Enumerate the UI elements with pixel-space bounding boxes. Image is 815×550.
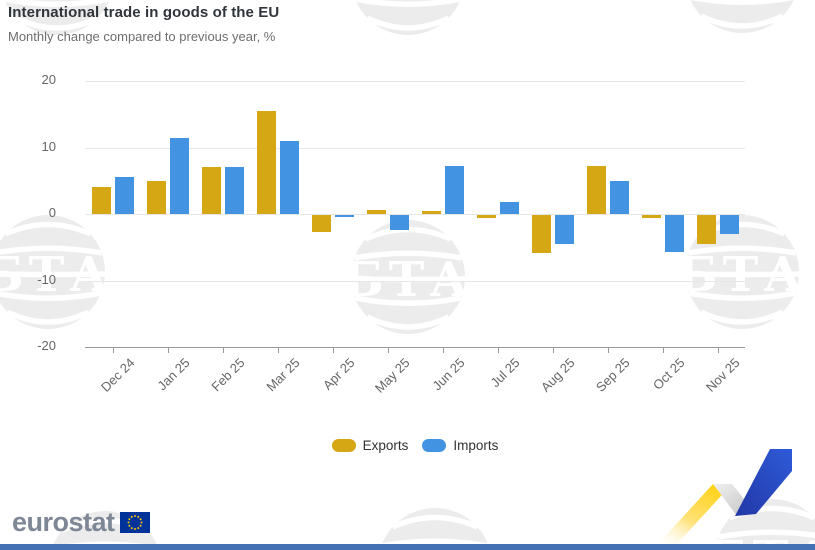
x-tick-mar-25 [277, 348, 279, 353]
bta-watermark-text: БТА [0, 247, 113, 303]
bar-exports-jul-25 [476, 215, 496, 218]
arrow-blue-segment [735, 449, 792, 516]
arrow-yellow-segment [658, 484, 732, 544]
x-tick-apr-25 [332, 348, 334, 353]
y-axis-label-10: 10 [41, 138, 56, 154]
x-axis-label-apr-25: Apr 25 [319, 355, 358, 393]
bta-watermark-globe: БТА [343, 0, 473, 35]
x-axis-label-nov-25: Nov 25 [702, 355, 743, 395]
x-axis-line [85, 347, 745, 348]
x-axis-label-oct-25: Oct 25 [649, 355, 688, 393]
bar-exports-jan-25 [146, 180, 166, 214]
chart-title: International trade in goods of the EU [8, 4, 280, 21]
bar-imports-may-25 [389, 215, 409, 231]
x-tick-jun-25 [442, 348, 444, 353]
gridline--10 [85, 280, 745, 282]
y-axis-label-20: 20 [41, 72, 56, 87]
bar-imports-dec-24 [114, 177, 134, 214]
x-axis-label-aug-25: Aug 25 [537, 355, 578, 395]
bta-watermark-text: БТА [0, 0, 122, 9]
bar-exports-mar-25 [256, 110, 276, 214]
x-axis-label-jun-25: Jun 25 [428, 355, 468, 394]
exports-swatch-icon [331, 439, 356, 452]
x-axis-label-mar-25: Mar 25 [262, 355, 303, 395]
x-tick-feb-25 [222, 348, 224, 353]
legend: Exports Imports [15, 438, 815, 453]
x-axis-label-sep-25: Sep 25 [592, 355, 633, 395]
y-axis-label--10: -10 [37, 271, 56, 287]
bta-watermark-text: БТА [343, 252, 473, 308]
bar-exports-nov-25 [696, 215, 716, 244]
trend-arrow-graphic [658, 449, 792, 544]
x-tick-aug-25 [552, 348, 554, 353]
bta-watermark-globe: БТА [677, 0, 807, 33]
bar-imports-jul-25 [499, 202, 519, 214]
bar-exports-may-25 [366, 210, 386, 214]
x-tick-jul-25 [497, 348, 499, 353]
legend-item-exports: Exports [331, 438, 409, 453]
bar-imports-apr-25 [334, 215, 354, 217]
bta-watermark-text: БТА [343, 0, 473, 9]
bta-watermark-globe: БТА [0, 215, 113, 329]
bar-imports-aug-25 [554, 215, 574, 244]
bar-imports-nov-25 [719, 215, 739, 234]
chart-subtitle: Monthly change compared to previous year… [8, 29, 276, 44]
x-tick-oct-25 [662, 348, 664, 353]
bta-watermark-text: БТА [677, 0, 807, 7]
bar-exports-feb-25 [201, 167, 221, 214]
bar-exports-dec-24 [91, 187, 111, 214]
bar-imports-mar-25 [279, 140, 299, 214]
imports-swatch-icon [422, 439, 447, 452]
x-axis-label-jan-25: Jan 25 [153, 355, 193, 394]
bar-exports-oct-25 [641, 215, 661, 219]
bar-exports-aug-25 [531, 215, 551, 253]
gridline-10 [85, 147, 745, 149]
exports-legend-label: Exports [362, 438, 409, 453]
x-axis-label-jul-25: Jul 25 [486, 355, 523, 391]
x-tick-may-25 [387, 348, 389, 353]
bar-imports-jun-25 [444, 166, 464, 214]
gridline-0 [85, 214, 745, 215]
x-axis-label-feb-25: Feb 25 [207, 355, 248, 395]
x-axis-label-dec-24: Dec 24 [97, 355, 138, 395]
bta-watermark-globe: БТА [343, 220, 473, 334]
bottom-blue-strip [0, 544, 815, 550]
eurostat-logo: eurostat [12, 509, 150, 536]
imports-legend-label: Imports [453, 438, 499, 453]
gridline-20 [85, 81, 745, 82]
bar-exports-sep-25 [586, 166, 606, 214]
eu-flag-icon [119, 512, 150, 533]
bar-imports-feb-25 [224, 167, 244, 214]
y-axis-label--20: -20 [37, 338, 56, 353]
x-tick-dec-24 [112, 348, 114, 353]
bar-imports-sep-25 [609, 180, 629, 214]
y-axis-label-0: 0 [48, 205, 56, 220]
bar-imports-jan-25 [169, 137, 189, 214]
legend-item-imports: Imports [422, 438, 498, 453]
bta-watermark-text: БТА [677, 247, 807, 303]
bar-exports-jun-25 [421, 211, 441, 214]
x-tick-jan-25 [167, 348, 169, 353]
x-tick-sep-25 [607, 348, 609, 353]
bar-imports-oct-25 [664, 215, 684, 252]
x-axis-label-may-25: May 25 [371, 355, 413, 396]
x-tick-nov-25 [717, 348, 719, 353]
eurostat-wordmark: eurostat [12, 507, 115, 537]
bar-exports-apr-25 [311, 215, 331, 232]
bta-watermark-globe: БТА [0, 0, 122, 35]
